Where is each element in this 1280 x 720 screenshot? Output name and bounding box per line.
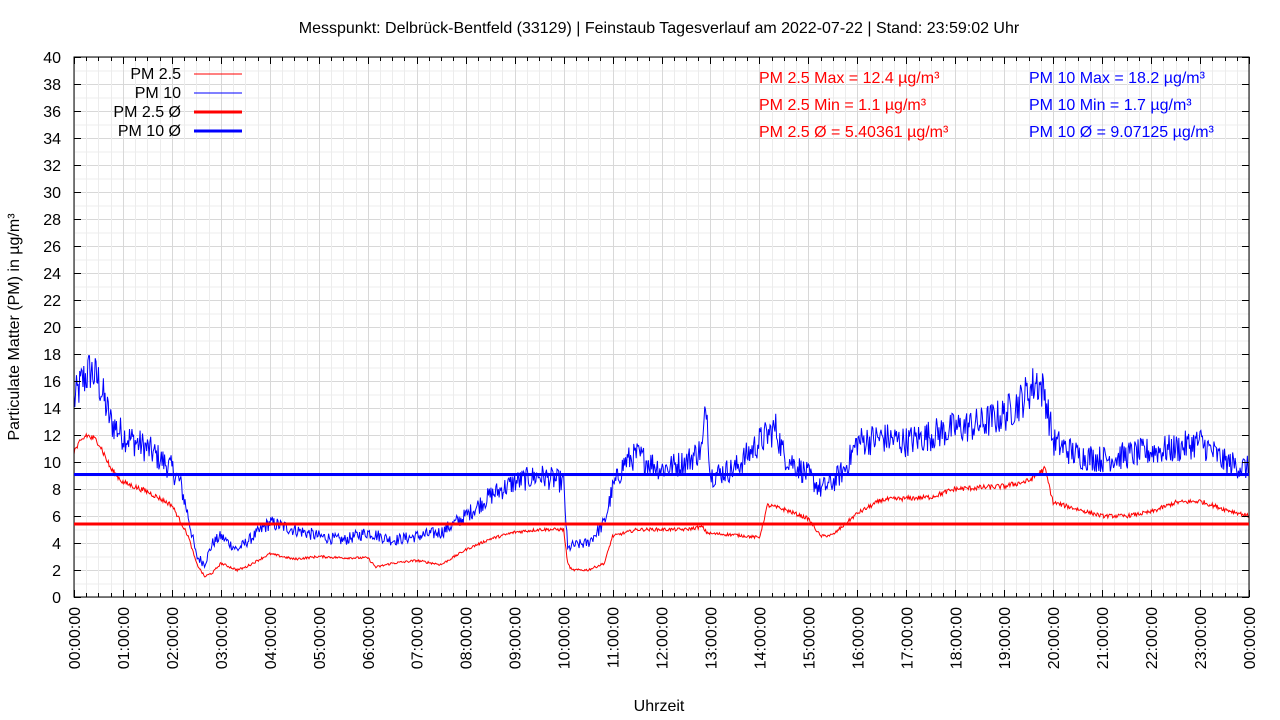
- pm10-stat: PM 10 Ø = 9.07125 µg/m³: [1029, 124, 1215, 141]
- legend-label: PM 10: [135, 85, 181, 102]
- x-tick-label: 07:00:00: [410, 607, 427, 669]
- data-series: [73, 355, 1250, 578]
- y-tick-label: 40: [43, 50, 61, 67]
- x-tick-label: 02:00:00: [165, 607, 182, 669]
- pm25-stat: PM 2.5 Min = 1.1 µg/m³: [759, 97, 927, 114]
- legend: PM 2.5 PM 10 PM 2.5 Ø PM 10 Ø: [113, 66, 242, 140]
- pm10-stat: PM 10 Min = 1.7 µg/m³: [1029, 97, 1192, 114]
- y-tick-label: 16: [43, 374, 61, 391]
- y-tick-label: 26: [43, 239, 61, 256]
- x-tick-label: 23:00:00: [1193, 607, 1210, 669]
- pm25-line: [73, 432, 1250, 578]
- average-lines: [74, 473, 1249, 526]
- y-tick-label: 24: [43, 266, 61, 283]
- x-tick-label: 19:00:00: [997, 607, 1014, 669]
- y-tick-label: 18: [43, 347, 61, 364]
- y-tick-label: 10: [43, 455, 61, 472]
- y-tick-label: 28: [43, 212, 61, 229]
- x-tick-label: 11:00:00: [606, 607, 623, 668]
- y-tick-label: 8: [52, 482, 61, 499]
- x-tick-label: 03:00:00: [214, 607, 231, 669]
- x-tick-label: 20:00:00: [1046, 607, 1063, 669]
- y-tick-label: 36: [43, 104, 61, 121]
- y-tick-label: 32: [43, 158, 61, 175]
- x-tick-label: 21:00:00: [1095, 607, 1112, 669]
- x-tick-label: 22:00:00: [1144, 607, 1161, 669]
- y-tick-label: 30: [43, 185, 61, 202]
- x-tick-label: 17:00:00: [899, 607, 916, 669]
- pm25-stat: PM 2.5 Max = 12.4 µg/m³: [759, 70, 940, 87]
- y-axis-label: Particulate Matter (PM) in µg/m³: [6, 213, 23, 441]
- pm10-line: [73, 355, 1250, 569]
- y-tick-label: 20: [43, 320, 61, 337]
- x-tick-label: 01:00:00: [116, 607, 133, 669]
- x-tick-label: 18:00:00: [948, 607, 965, 669]
- pm25-stat: PM 2.5 Ø = 5.40361 µg/m³: [759, 124, 949, 141]
- x-tick-label: 09:00:00: [508, 607, 525, 669]
- x-tick-label: 00:00:00: [67, 607, 84, 669]
- y-tick-label: 38: [43, 77, 61, 94]
- x-axis-label: Uhrzeit: [634, 698, 685, 715]
- legend-label: PM 2.5: [130, 66, 181, 83]
- x-tick-label: 06:00:00: [361, 607, 378, 669]
- x-tick-label: 13:00:00: [703, 607, 720, 669]
- legend-label: PM 10 Ø: [118, 123, 181, 140]
- y-tick-label: 2: [52, 563, 61, 580]
- legend-label: PM 2.5 Ø: [113, 104, 181, 121]
- y-tick-label: 0: [52, 590, 61, 607]
- pm10-stat: PM 10 Max = 18.2 µg/m³: [1029, 70, 1206, 87]
- x-tick-label: 14:00:00: [752, 607, 769, 669]
- x-tick-label: 08:00:00: [459, 607, 476, 669]
- x-tick-label: 16:00:00: [850, 607, 867, 669]
- y-tick-label: 22: [43, 293, 61, 310]
- x-tick-label: 05:00:00: [312, 607, 329, 669]
- x-tick-label: 04:00:00: [263, 607, 280, 669]
- axis-ticks: [74, 57, 1250, 598]
- y-tick-label: 4: [52, 536, 61, 553]
- x-tick-label: 00:00:00: [1242, 607, 1259, 669]
- y-tick-label: 6: [52, 509, 61, 526]
- x-tick-label: 15:00:00: [801, 607, 818, 669]
- x-tick-label: 12:00:00: [655, 607, 672, 669]
- chart-title: Messpunkt: Delbrück-Bentfeld (33129) | F…: [299, 20, 1020, 37]
- y-tick-label: 14: [43, 401, 61, 418]
- y-tick-label: 12: [43, 428, 61, 445]
- y-tick-label: 34: [43, 131, 61, 148]
- stats-block: PM 2.5 Max = 12.4 µg/m³ PM 2.5 Min = 1.1 …: [759, 70, 1215, 141]
- x-tick-label: 10:00:00: [557, 607, 574, 669]
- x-tick-labels: 00:00:00 01:00:00 02:00:00 03:00:00 04:00:00…: [67, 607, 1259, 669]
